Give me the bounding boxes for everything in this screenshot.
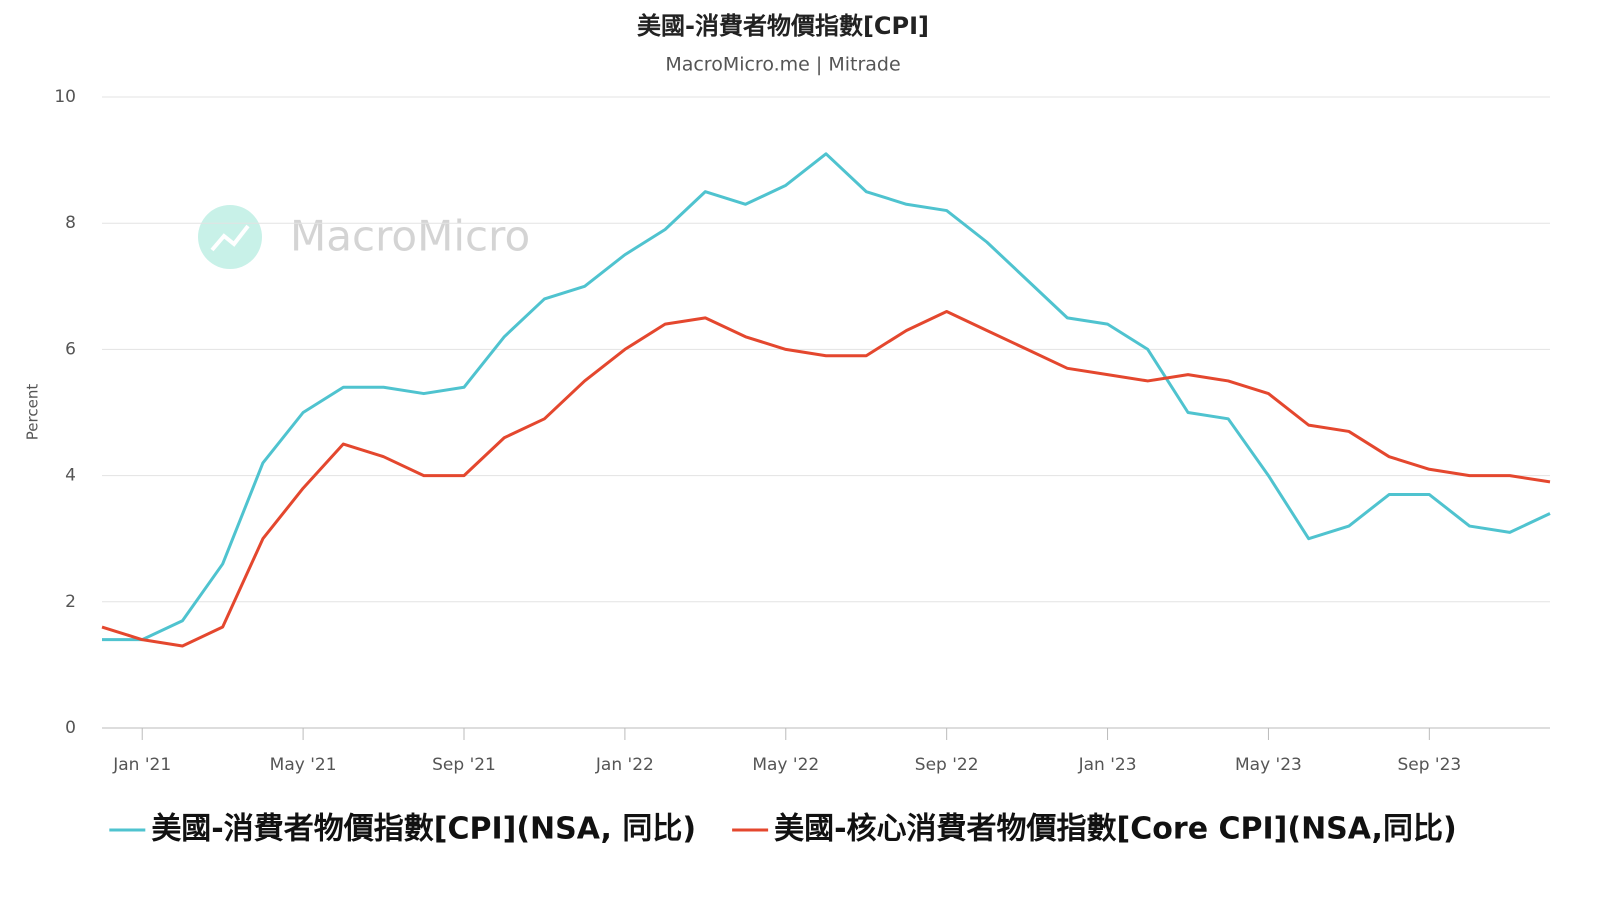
x-tick-label: Jan '21: [112, 755, 171, 775]
watermark-logo: [198, 205, 262, 269]
chart-subtitle: MacroMicro.me | Mitrade: [665, 54, 900, 76]
watermark-logo-icon: [210, 224, 250, 252]
y-tick-label: 2: [65, 592, 76, 612]
y-tick-label: 10: [54, 87, 76, 107]
x-tick-label: Jan '23: [1078, 755, 1137, 775]
x-tick-label: Sep '23: [1397, 755, 1461, 775]
legend-label: 美國-核心消費者物價指數[Core CPI](NSA,同比): [774, 812, 1457, 847]
chart-title: 美國-消費者物價指數[CPI]: [637, 12, 929, 40]
y-axis-label: Percent: [24, 384, 42, 441]
y-tick-label: 4: [65, 466, 76, 486]
x-tick-label: May '23: [1235, 755, 1302, 775]
watermark: MacroMicro: [290, 212, 530, 261]
legend-label: 美國-消費者物價指數[CPI](NSA, 同比): [151, 812, 696, 847]
series-line: [101, 310, 1551, 648]
x-tick-label: Sep '21: [432, 755, 496, 775]
x-tick-label: Jan '22: [595, 755, 654, 775]
x-tick-label: May '21: [270, 755, 337, 775]
x-tick-label: May '22: [752, 755, 819, 775]
y-tick-label: 8: [65, 213, 76, 233]
x-tick-label: Sep '22: [915, 755, 979, 775]
y-tick-label: 6: [65, 339, 76, 359]
series-line: [102, 152, 1551, 642]
y-tick-label: 0: [65, 718, 76, 738]
